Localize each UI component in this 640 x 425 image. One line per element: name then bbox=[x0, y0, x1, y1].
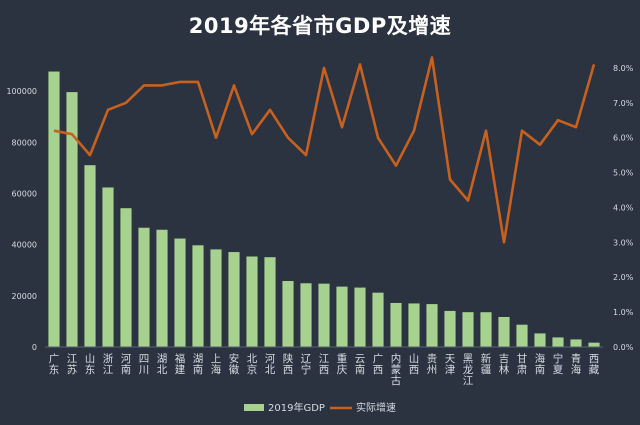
bar bbox=[354, 287, 366, 347]
x-tick-label: 广东 bbox=[49, 353, 60, 376]
x-tick-label: 湖北 bbox=[157, 353, 168, 376]
x-tick-label: 甘肃 bbox=[517, 352, 528, 376]
x-tick-label: 江西 bbox=[319, 353, 330, 376]
bar bbox=[516, 324, 528, 347]
x-tick-label: 河北 bbox=[265, 353, 276, 376]
x-tick-label: 上海 bbox=[211, 353, 222, 376]
bar bbox=[552, 337, 564, 347]
x-tick-label: 浙江 bbox=[103, 353, 114, 376]
bar bbox=[102, 187, 114, 347]
y-right-tick-label: 0.0% bbox=[613, 343, 634, 352]
bar bbox=[264, 257, 276, 347]
bar bbox=[426, 304, 438, 347]
legend-swatch-gdp bbox=[244, 404, 264, 411]
legend-label-growth: 实际增速 bbox=[356, 401, 396, 414]
x-tick-label: 北京 bbox=[247, 353, 258, 376]
x-tick-label: 河南 bbox=[121, 353, 132, 376]
x-tick-label: 海南 bbox=[535, 352, 546, 376]
bar bbox=[192, 245, 204, 347]
y-left-tick-label: 20000 bbox=[12, 292, 37, 301]
bar bbox=[480, 312, 492, 347]
bar bbox=[228, 252, 240, 347]
y-right-tick-label: 4.0% bbox=[613, 203, 634, 212]
x-tick-label: 宁夏 bbox=[553, 352, 564, 376]
growth-line bbox=[53, 56, 596, 244]
bar bbox=[120, 208, 132, 347]
x-tick-label: 吉林 bbox=[499, 353, 510, 376]
bar bbox=[174, 238, 186, 347]
bar bbox=[462, 312, 474, 347]
bar bbox=[246, 256, 258, 347]
y-right-tick-label: 7.0% bbox=[613, 99, 634, 108]
x-tick-label: 新疆 bbox=[481, 352, 492, 376]
x-tick-label: 天津 bbox=[445, 353, 456, 376]
y-right-tick-label: 2.0% bbox=[613, 273, 634, 282]
y-right-tick-label: 8.0% bbox=[613, 64, 634, 73]
x-tick-label: 重庆 bbox=[337, 352, 348, 376]
y-right-tick-label: 3.0% bbox=[613, 238, 634, 247]
x-tick-label: 山西 bbox=[409, 353, 420, 376]
y-left-tick-label: 60000 bbox=[12, 190, 37, 199]
bar bbox=[570, 339, 582, 347]
x-tick-label: 四川 bbox=[139, 353, 150, 376]
bar bbox=[84, 165, 96, 347]
bar bbox=[372, 292, 384, 347]
legend-label-gdp: 2019年GDP bbox=[268, 401, 325, 414]
y-left-tick-label: 0 bbox=[32, 343, 37, 352]
y-right-tick-label: 1.0% bbox=[613, 308, 634, 317]
x-tick-label: 江苏 bbox=[67, 353, 78, 376]
y-left-tick-label: 100000 bbox=[6, 87, 37, 96]
x-tick-label: 青海 bbox=[571, 352, 582, 376]
bar bbox=[336, 286, 348, 347]
bar bbox=[588, 342, 600, 347]
bar bbox=[534, 333, 546, 347]
bar bbox=[498, 316, 510, 347]
bar bbox=[444, 310, 456, 347]
x-tick-label: 内蒙古 bbox=[391, 352, 402, 387]
chart-title: 2019年各省市GDP及增速 bbox=[188, 14, 452, 38]
bar bbox=[300, 283, 312, 347]
y-left-tick-label: 80000 bbox=[12, 138, 37, 147]
bar bbox=[156, 229, 168, 347]
bar bbox=[210, 249, 222, 347]
bar bbox=[318, 283, 330, 347]
bar bbox=[408, 303, 420, 347]
x-tick-label: 贵州 bbox=[427, 352, 438, 376]
y-right-tick-label: 6.0% bbox=[613, 134, 634, 143]
x-tick-label: 辽宁 bbox=[301, 353, 312, 376]
x-tick-label: 广西 bbox=[373, 353, 384, 376]
x-tick-label: 福建 bbox=[175, 352, 186, 376]
bar bbox=[138, 227, 150, 347]
y-left-tick-label: 40000 bbox=[12, 241, 37, 250]
y-right-tick-label: 5.0% bbox=[613, 169, 634, 178]
bar bbox=[390, 302, 402, 347]
bar bbox=[66, 92, 78, 348]
x-tick-label: 陕西 bbox=[283, 352, 294, 376]
x-tick-label: 湖南 bbox=[193, 353, 204, 376]
bar bbox=[282, 281, 294, 347]
x-tick-label: 西藏 bbox=[589, 353, 600, 376]
bar bbox=[48, 71, 60, 348]
x-tick-label: 山东 bbox=[85, 353, 96, 376]
x-tick-label: 云南 bbox=[355, 353, 366, 376]
x-tick-label: 黑龙江 bbox=[463, 353, 474, 387]
x-tick-label: 安徽 bbox=[229, 352, 240, 376]
